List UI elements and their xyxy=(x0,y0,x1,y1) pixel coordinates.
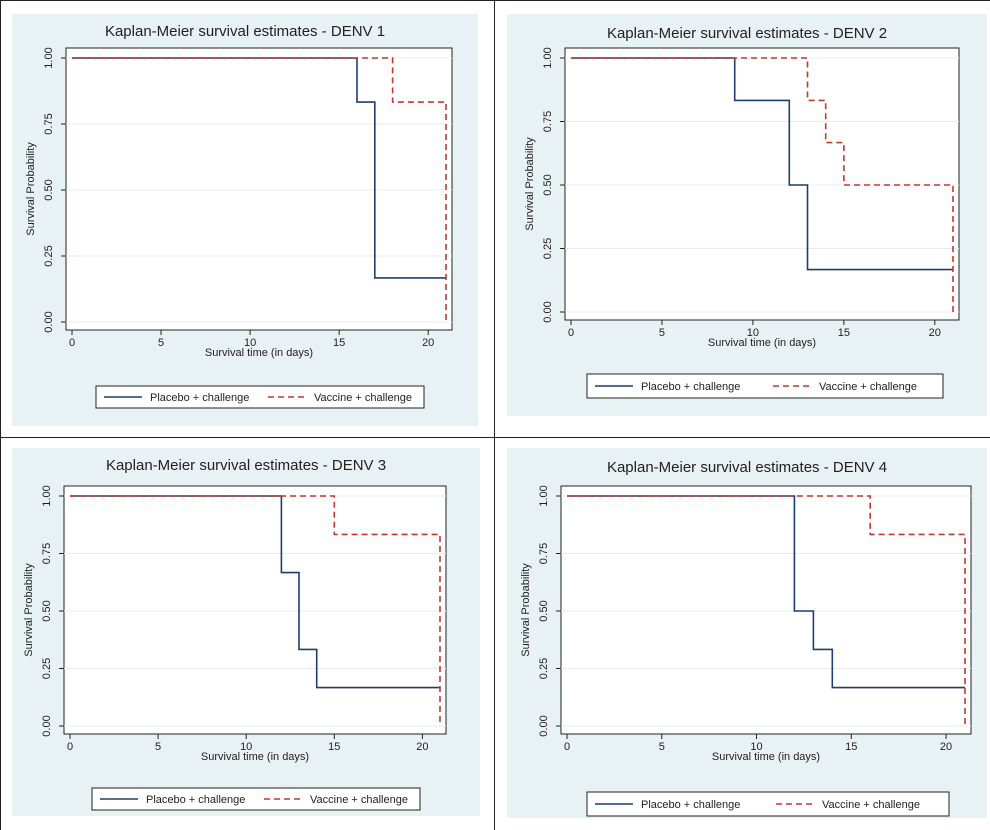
y-tick-label: 0.25 xyxy=(43,245,55,266)
chart-title: Kaplan-Meier survival estimates - DENV 2 xyxy=(607,25,887,42)
plot-area xyxy=(63,485,447,735)
y-axis-label: Survival Probability xyxy=(524,137,536,231)
plot-area xyxy=(560,485,972,735)
x-tick-label: 20 xyxy=(940,741,952,753)
plot-area xyxy=(65,47,453,331)
x-tick-label: 10 xyxy=(747,327,759,339)
series-line-placebo xyxy=(567,495,965,689)
x-tick-label: 0 xyxy=(69,337,75,349)
x-tick-label: 20 xyxy=(422,337,434,349)
x-tick-label: 0 xyxy=(67,741,73,753)
y-tick-label: 0.25 xyxy=(538,658,550,679)
series-line-vaccine xyxy=(72,57,447,322)
x-tick-label: 5 xyxy=(659,741,665,753)
y-tick-label: 0.00 xyxy=(43,311,55,332)
series-line-placebo xyxy=(571,57,953,271)
x-tick-label: 20 xyxy=(929,327,941,339)
x-tick-label: 0 xyxy=(564,741,570,753)
y-tick-label: 0.50 xyxy=(538,600,550,621)
km-chart-2: Kaplan-Meier survival estimates - DENV 2… xyxy=(507,14,987,416)
chart-title: Kaplan-Meier survival estimates - DENV 1 xyxy=(105,23,385,40)
x-tick-label: 15 xyxy=(838,327,850,339)
x-tick-label: 15 xyxy=(328,741,340,753)
x-tick-label: 10 xyxy=(240,741,252,753)
legend-box xyxy=(91,787,421,811)
y-tick-label: 0.75 xyxy=(41,543,53,564)
chart-panel-4: Kaplan-Meier survival estimates - DENV 4… xyxy=(495,438,990,830)
chart-panel-1: Kaplan-Meier survival estimates - DENV 1… xyxy=(0,0,495,438)
series-line-vaccine xyxy=(567,495,966,726)
legend-label-vaccine: Vaccine + challenge xyxy=(314,392,412,404)
x-axis-label: Survival time (in days) xyxy=(205,347,313,359)
series-line-vaccine xyxy=(571,57,954,312)
x-tick-label: 15 xyxy=(333,337,345,349)
series-line-vaccine xyxy=(70,495,441,726)
legend-label-vaccine: Vaccine + challenge xyxy=(310,794,408,806)
y-tick-label: 0.25 xyxy=(542,238,554,259)
y-axis-label: Survival Probability xyxy=(25,142,37,236)
y-tick-label: 0.50 xyxy=(41,600,53,621)
y-tick-label: 0.00 xyxy=(538,715,550,736)
y-tick-label: 0.25 xyxy=(41,658,53,679)
x-tick-label: 20 xyxy=(416,741,428,753)
x-axis-label: Survival time (in days) xyxy=(712,751,820,763)
km-chart-3: Kaplan-Meier survival estimates - DENV 3… xyxy=(12,448,480,816)
y-tick-label: 1.00 xyxy=(43,47,55,68)
x-tick-label: 5 xyxy=(659,327,665,339)
x-tick-label: 15 xyxy=(845,741,857,753)
chart-panel-2: Kaplan-Meier survival estimates - DENV 2… xyxy=(495,0,990,438)
chart-title: Kaplan-Meier survival estimates - DENV 3 xyxy=(106,457,386,474)
x-tick-label: 5 xyxy=(155,741,161,753)
legend-label-vaccine: Vaccine + challenge xyxy=(819,381,917,393)
x-axis-label: Survival time (in days) xyxy=(201,751,309,763)
y-tick-label: 0.75 xyxy=(542,111,554,132)
legend-box xyxy=(586,791,950,817)
horizontal-divider xyxy=(0,437,990,438)
legend-label-placebo: Placebo + challenge xyxy=(150,392,249,404)
plot-area xyxy=(564,47,960,321)
y-axis-label: Survival Probability xyxy=(520,563,532,657)
y-axis-label: Survival Probability xyxy=(23,563,35,657)
chart-title: Kaplan-Meier survival estimates - DENV 4 xyxy=(607,459,887,476)
x-tick-label: 10 xyxy=(244,337,256,349)
chart-panel-3: Kaplan-Meier survival estimates - DENV 3… xyxy=(0,438,495,830)
frame-top xyxy=(0,0,990,1)
series-line-placebo xyxy=(70,495,440,689)
legend-label-placebo: Placebo + challenge xyxy=(641,381,740,393)
legend-label-placebo: Placebo + challenge xyxy=(641,799,740,811)
x-axis-label: Survival time (in days) xyxy=(708,337,816,349)
series-line-placebo xyxy=(72,57,446,279)
y-tick-label: 1.00 xyxy=(41,485,53,506)
y-tick-label: 0.75 xyxy=(43,113,55,134)
x-tick-label: 0 xyxy=(568,327,574,339)
vertical-divider xyxy=(494,0,495,830)
y-tick-label: 0.75 xyxy=(538,543,550,564)
legend-box xyxy=(95,385,425,409)
x-tick-label: 5 xyxy=(158,337,164,349)
x-tick-label: 10 xyxy=(750,741,762,753)
legend-box xyxy=(586,373,944,399)
km-chart-1: Kaplan-Meier survival estimates - DENV 1… xyxy=(12,14,478,426)
y-tick-label: 1.00 xyxy=(542,47,554,68)
frame-left xyxy=(0,0,1,830)
legend-label-vaccine: Vaccine + challenge xyxy=(822,799,920,811)
y-tick-label: 0.50 xyxy=(542,174,554,195)
km-chart-4: Kaplan-Meier survival estimates - DENV 4… xyxy=(507,448,987,818)
y-tick-label: 1.00 xyxy=(538,485,550,506)
y-tick-label: 0.00 xyxy=(41,715,53,736)
legend-label-placebo: Placebo + challenge xyxy=(146,794,245,806)
y-tick-label: 0.50 xyxy=(43,179,55,200)
y-tick-label: 0.00 xyxy=(542,301,554,322)
